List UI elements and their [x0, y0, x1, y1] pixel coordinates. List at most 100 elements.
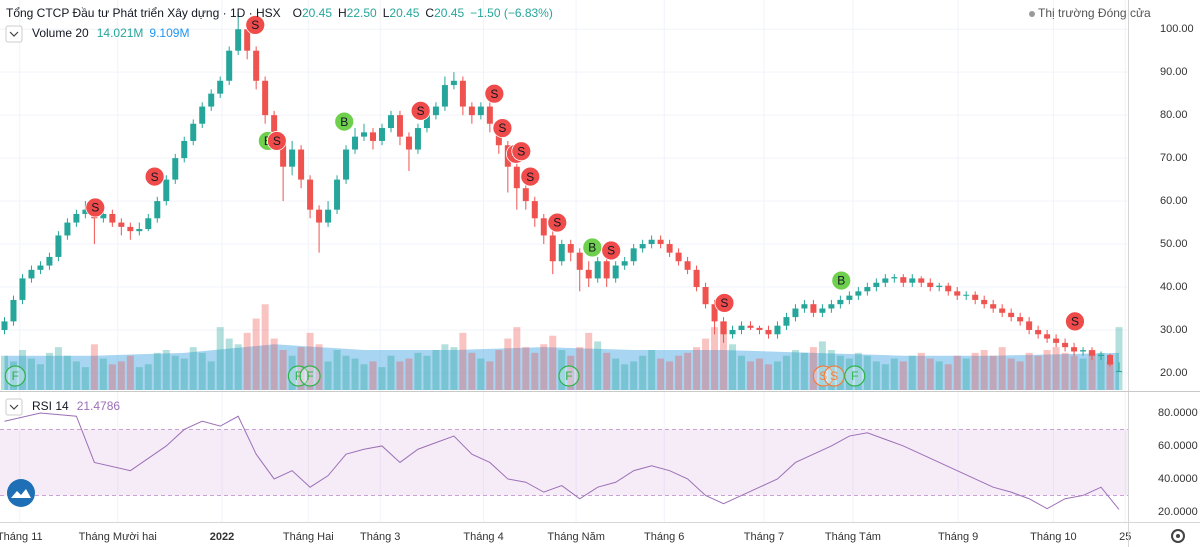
candle-body [666, 244, 673, 253]
x-tick-label: Tháng 3 [360, 531, 400, 543]
volume-bar [926, 358, 934, 390]
y-tick-label: 30.00 [1160, 324, 1188, 336]
volume-legend: Volume 20 14.021M 9.109M [32, 26, 189, 40]
volume-bar [342, 355, 350, 390]
rsi-value: 21.4786 [77, 399, 121, 413]
candle-body [981, 299, 988, 305]
candle-body [936, 285, 943, 288]
candle-body [531, 201, 538, 219]
logo-mark [11, 489, 31, 498]
candle-body [55, 235, 62, 257]
volume-bar [315, 344, 323, 390]
volume-bar [189, 347, 197, 390]
signal-label: S [151, 170, 159, 184]
candle-body [172, 158, 179, 180]
volume-bar [998, 347, 1006, 390]
candle-body [414, 128, 421, 150]
x-tick-label: Tháng 11 [0, 531, 43, 543]
rsi-name: RSI 14 [32, 399, 69, 413]
candle-body [801, 304, 808, 309]
flag-marker [812, 365, 834, 387]
candle-body [235, 29, 242, 51]
gear-hub [1176, 534, 1180, 538]
candle-body [990, 304, 997, 309]
volume-bar [126, 355, 134, 390]
volume-collapse-button[interactable] [5, 25, 23, 43]
volume-bar [729, 344, 737, 390]
candle-body [828, 304, 835, 309]
candle-body [567, 244, 574, 253]
candle-body [909, 278, 916, 283]
flag-marker [558, 365, 580, 387]
settings-button[interactable] [1171, 529, 1185, 543]
signal-label: S [490, 87, 498, 101]
signal-label: S [498, 121, 506, 135]
volume-bar [576, 347, 584, 390]
candle-body [999, 308, 1006, 313]
volume-bar [513, 327, 521, 390]
candle-body [1098, 354, 1105, 356]
candle-body [370, 132, 377, 141]
candle-body [711, 304, 718, 322]
volume-bar [63, 355, 71, 390]
candle-body [675, 252, 682, 262]
candle-body [1116, 371, 1123, 373]
candle-body [316, 209, 323, 223]
volume-bar [171, 355, 179, 390]
candle-body [747, 325, 754, 328]
volume-bar [162, 350, 170, 390]
ohlc-value: 22.50 [347, 6, 377, 20]
rsi-collapse-button[interactable] [5, 398, 23, 416]
logo-circle [7, 479, 35, 507]
volume-bar [1088, 350, 1096, 390]
volume-bar [468, 352, 476, 390]
x-tick-label: Tháng 4 [463, 531, 503, 543]
candle-body [1107, 354, 1114, 365]
volume-bar [1052, 347, 1060, 390]
volume-bar [971, 352, 979, 390]
candle-body [1089, 350, 1096, 356]
candle-body [154, 201, 161, 219]
volume-bar [1025, 352, 1033, 390]
volume-bar [764, 364, 772, 390]
flag-marker [4, 365, 26, 387]
rsi-tick-label: 40.0000 [1158, 473, 1198, 485]
flag-marker [844, 365, 866, 387]
candle-body [837, 299, 844, 305]
candle-body [576, 252, 583, 270]
candle-body [163, 179, 170, 202]
volume-bar [450, 347, 458, 390]
x-tick-label: 25 [1119, 531, 1131, 543]
candle-body [244, 29, 251, 51]
chart-title: Tổng CTCP Đầu tư Phát triển Xây dựng · 1… [6, 6, 281, 20]
candle-body [19, 278, 26, 300]
volume-bar [261, 304, 269, 390]
volume-bar [153, 352, 161, 390]
rsi-band [0, 429, 1128, 496]
volume-bar [90, 344, 98, 390]
volume-bar [27, 358, 35, 390]
candle-body [289, 149, 296, 167]
candle-body [423, 115, 430, 129]
candle-body [612, 265, 619, 279]
signal-label: S [251, 18, 259, 32]
candle-body [441, 85, 448, 107]
candle-body [1044, 334, 1051, 339]
rsi-tick-label: 80.0000 [1158, 407, 1198, 419]
candle-body [190, 123, 197, 141]
volume-bar [117, 361, 125, 390]
x-tick-label: Tháng Mười hai [79, 531, 157, 543]
volume-bar [297, 347, 305, 390]
signal-marker [520, 166, 541, 187]
candle-body [459, 80, 466, 107]
signal-marker [1065, 311, 1085, 332]
volume-bar [935, 361, 943, 390]
volume-bar [432, 350, 440, 390]
candle-body [307, 179, 314, 210]
volume-bar [306, 332, 314, 390]
volume-bar [962, 358, 970, 390]
status-dot [1029, 11, 1035, 17]
ohlc-label: O [293, 6, 302, 20]
logo [7, 479, 35, 507]
x-tick-label: Tháng 10 [1030, 531, 1076, 543]
